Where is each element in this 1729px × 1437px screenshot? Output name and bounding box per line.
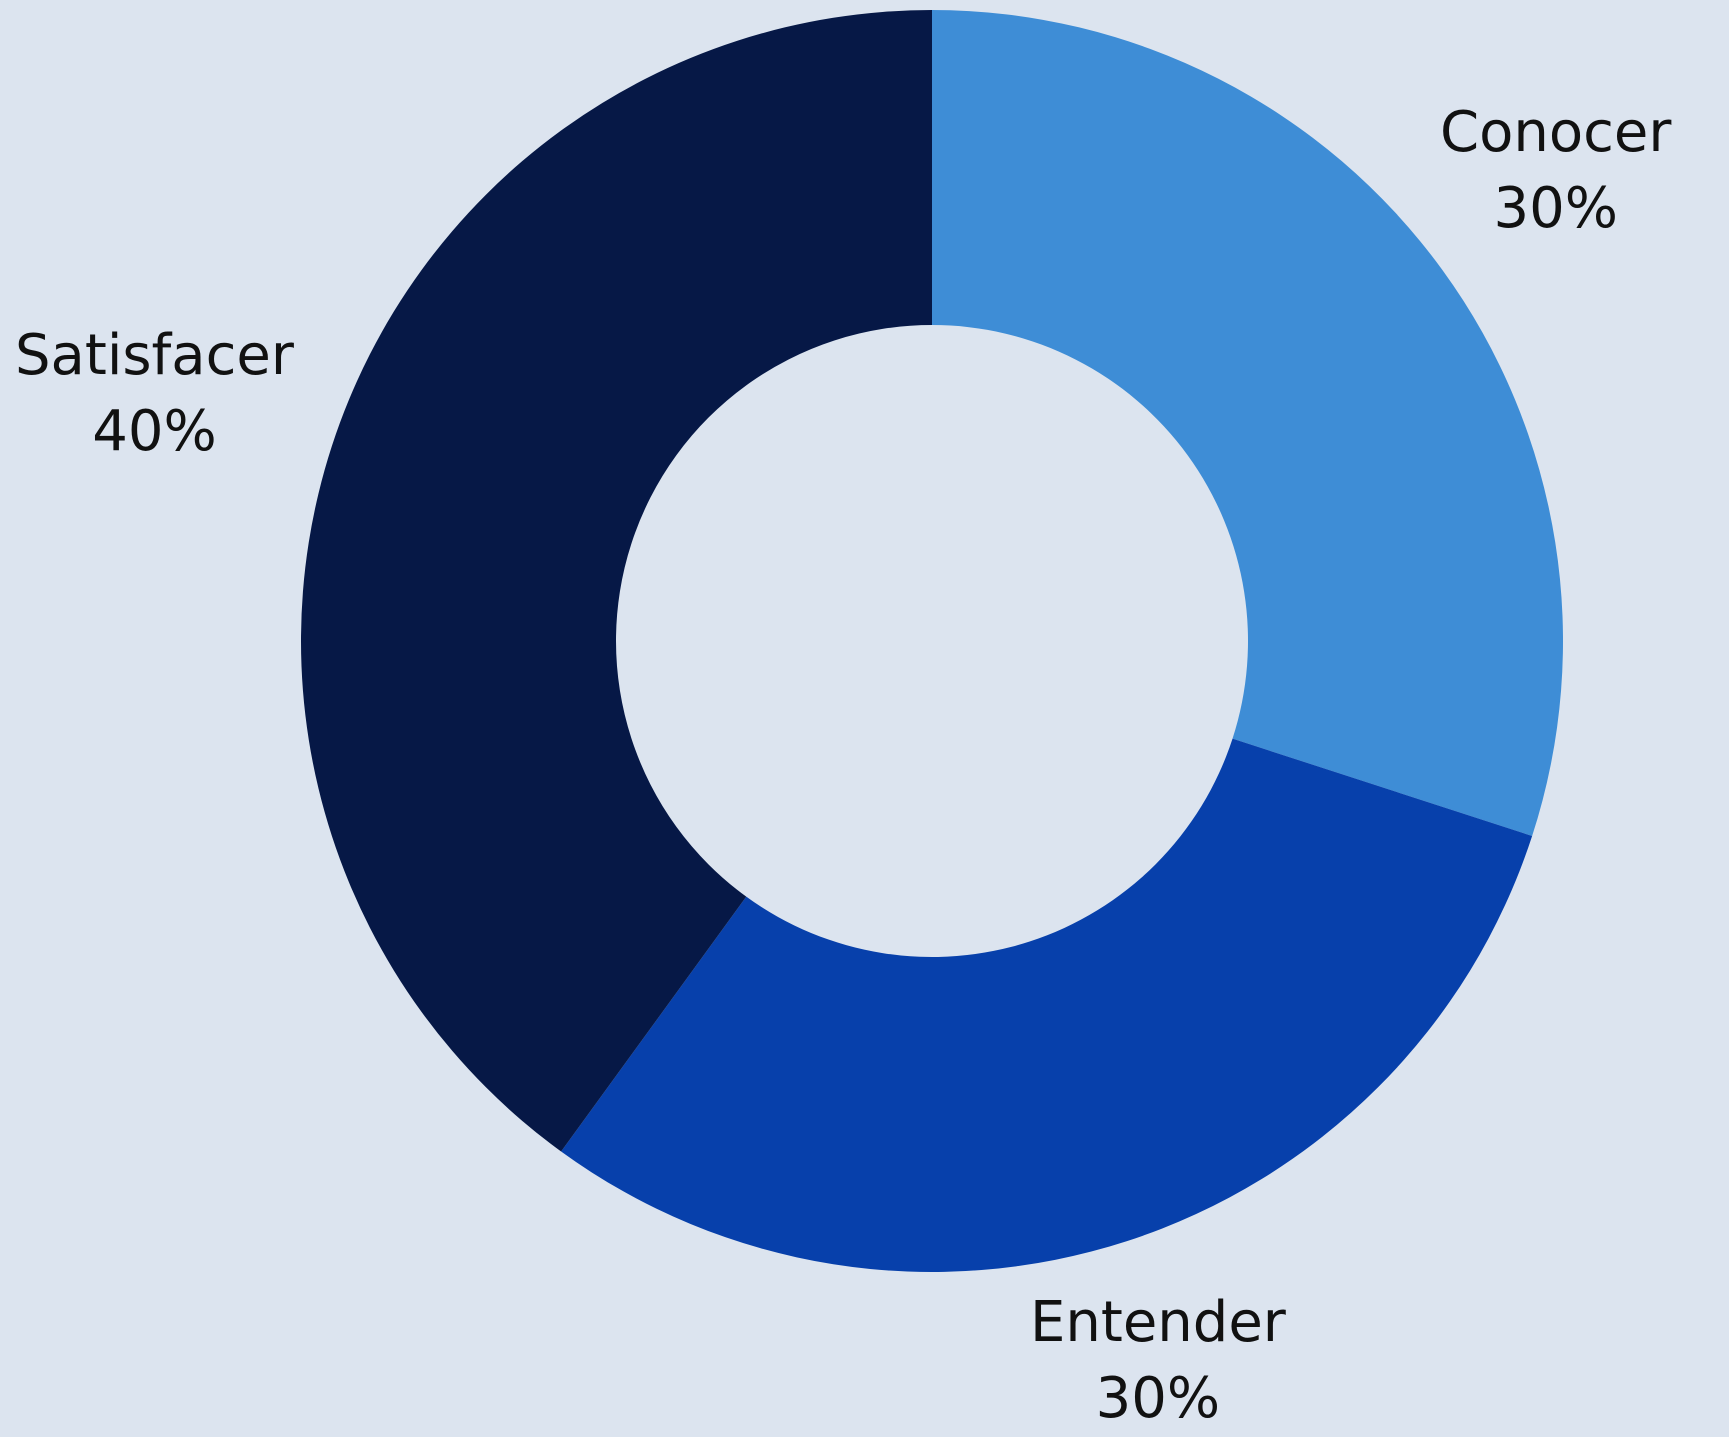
donut-slice-satisfacer — [300, 10, 932, 1152]
slice-label-name: Satisfacer — [15, 323, 294, 388]
slice-label-satisfacer: Satisfacer 40% — [15, 318, 294, 470]
donut-slice-conocer — [932, 10, 1563, 836]
slice-label-name: Conocer — [1440, 100, 1672, 165]
slice-label-conocer: Conocer 30% — [1440, 95, 1671, 247]
slice-label-name: Entender — [1030, 1290, 1286, 1355]
slice-label-value: 30% — [1493, 176, 1618, 241]
donut-slice-entender — [561, 738, 1533, 1273]
slice-label-value: 40% — [92, 399, 217, 464]
slice-label-value: 30% — [1095, 1366, 1221, 1431]
slice-label-entender: Entender 30% — [1030, 1285, 1286, 1437]
